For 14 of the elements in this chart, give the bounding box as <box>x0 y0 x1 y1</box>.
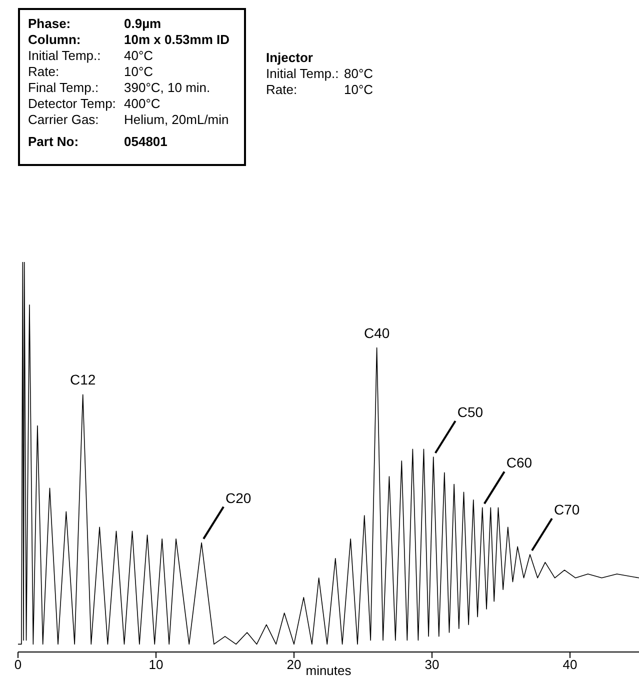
x-tick-label: 10 <box>148 657 164 672</box>
text: Injector Initial Temp.: 80°C Rate: 10°C <box>266 50 374 97</box>
x-tick-label: 20 <box>286 657 302 672</box>
annotation: C40 <box>364 324 390 341</box>
x-axis-title: minutes <box>306 663 352 678</box>
annotation: C70 <box>554 502 580 518</box>
annotation: C60 <box>506 454 532 471</box>
annotation: C50 <box>457 404 484 420</box>
annotation: C20 <box>226 490 252 506</box>
annotation: C12 <box>70 372 96 388</box>
x-tick-label: 0 <box>14 657 22 672</box>
text: Phase: 0.9µm Column: 10m x 0.53mm ID Initial Temp.: 40°C Rate: 10°C Final Temp.: 390°C, 10 min. Detector Temp: 400°C Carrier Gas: Helium, 20mL/min Part No: 054801 <box>28 16 230 149</box>
x-tick-label: 30 <box>424 657 440 672</box>
x-tick-label: 40 <box>562 657 578 672</box>
